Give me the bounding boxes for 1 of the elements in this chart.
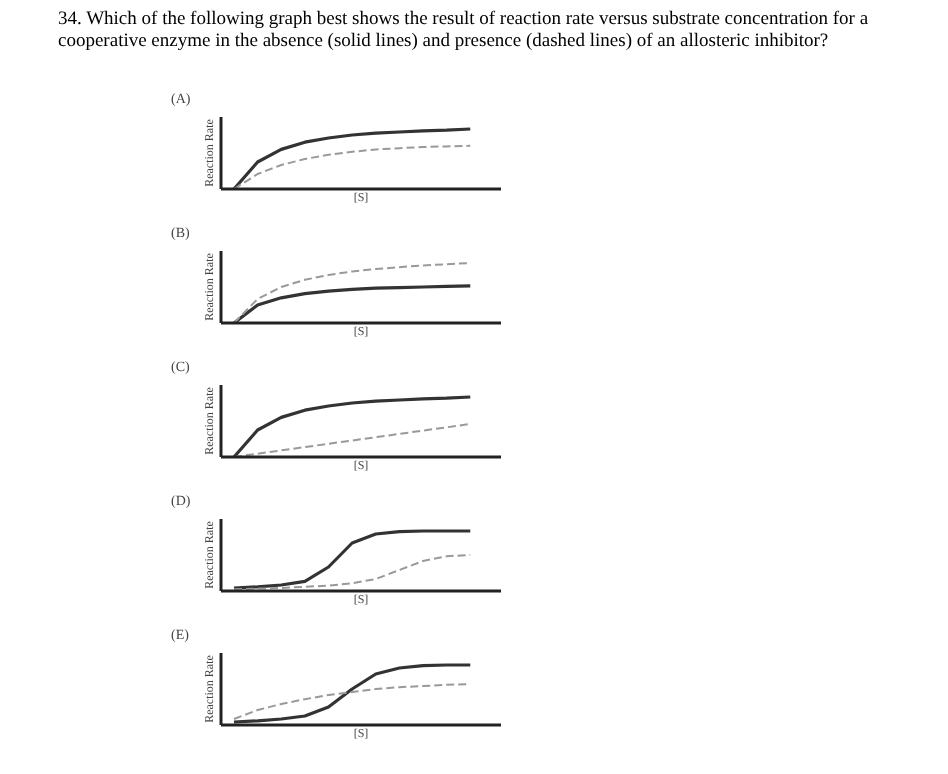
text: 34. Which of the following graph best shows the result of reaction rate versus substrate concentration for a cooperative enzyme in the absence (solid lines) and presence (dashed lines) of an allosteric inhibitor?	[58, 10, 871, 56]
